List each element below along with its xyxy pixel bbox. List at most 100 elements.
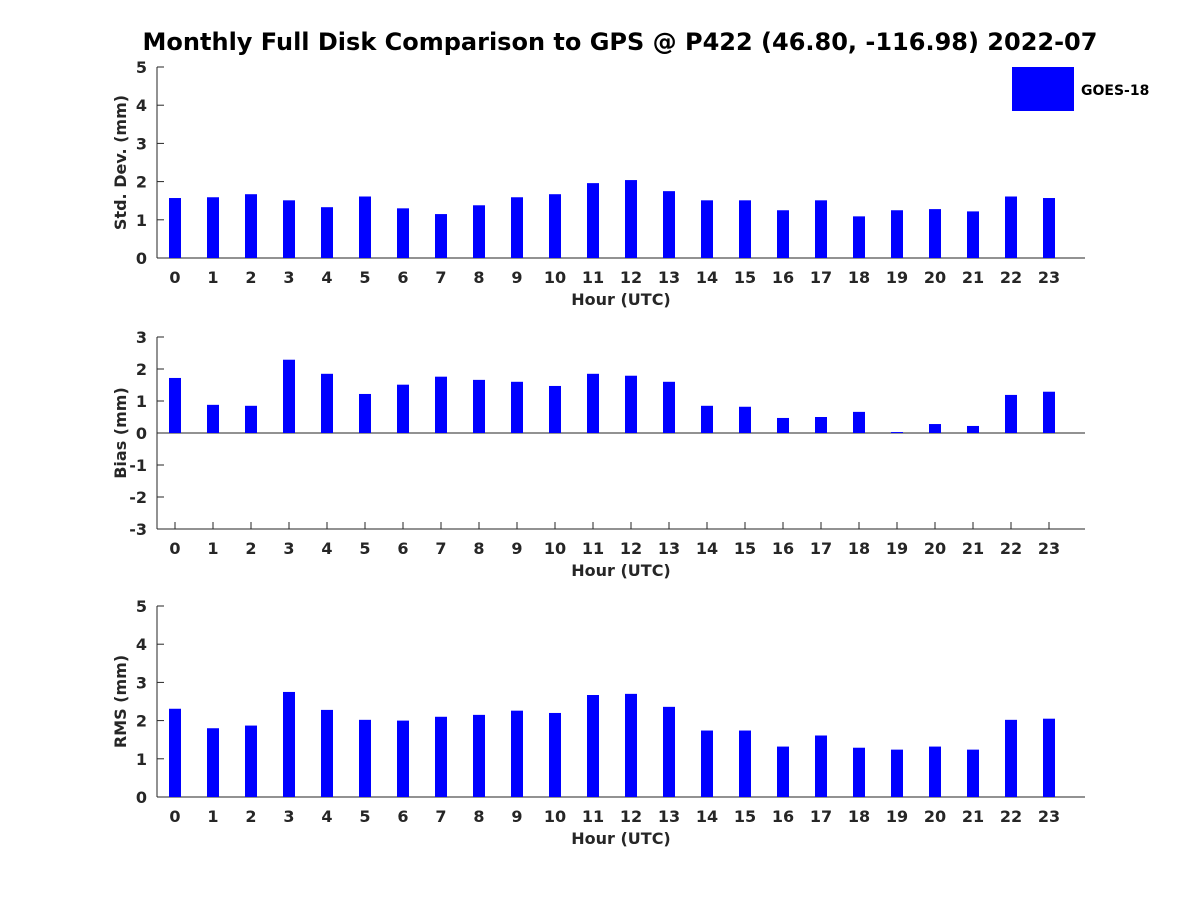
rms-y-tick-label: 2 — [136, 712, 147, 731]
bias-x-tick-label: 2 — [245, 539, 256, 558]
rms-x-tick-label: 17 — [810, 807, 832, 826]
bias-x-tick-label: 12 — [620, 539, 642, 558]
rms-x-tick-label: 12 — [620, 807, 642, 826]
bias-x-tick-label: 20 — [924, 539, 946, 558]
rms-x-tick-label: 0 — [169, 807, 180, 826]
bar-rms-hour-12 — [625, 693, 637, 797]
std-x-tick-label: 4 — [321, 268, 332, 287]
bar-bias-hour-8 — [473, 379, 485, 433]
rms-x-tick-label: 19 — [886, 807, 908, 826]
bias-y-tick-label: -3 — [129, 520, 147, 539]
bar-rms-hour-0 — [169, 708, 181, 797]
bar-rms-hour-7 — [435, 716, 447, 797]
bar-rms-hour-2 — [245, 725, 257, 797]
std-y-tick-label: 5 — [136, 58, 147, 77]
bar-std-hour-11 — [587, 183, 599, 258]
bias-x-tick-label: 10 — [544, 539, 566, 558]
std-x-tick-label: 11 — [582, 268, 604, 287]
bar-std-hour-16 — [777, 210, 789, 258]
bias-x-tick-label: 13 — [658, 539, 680, 558]
bar-rms-hour-23 — [1043, 718, 1055, 797]
rms-x-tick-label: 10 — [544, 807, 566, 826]
bias-x-tick-label: 3 — [283, 539, 294, 558]
bar-std-hour-22 — [1005, 196, 1017, 258]
bar-rms-hour-22 — [1005, 719, 1017, 797]
bar-bias-hour-13 — [663, 381, 675, 433]
bar-bias-hour-6 — [397, 384, 409, 433]
rms-x-tick-label: 11 — [582, 807, 604, 826]
rms-y-tick-label: 0 — [136, 788, 147, 807]
std-x-tick-label: 15 — [734, 268, 756, 287]
std-x-tick-label: 23 — [1038, 268, 1060, 287]
std-x-tick-label: 9 — [511, 268, 522, 287]
rms-x-tick-label: 8 — [473, 807, 484, 826]
bias-x-tick-label: 15 — [734, 539, 756, 558]
rms-y-label: RMS (mm) — [111, 655, 130, 748]
bar-rms-hour-14 — [701, 730, 713, 797]
bar-std-hour-9 — [511, 197, 523, 258]
bias-x-tick-label: 6 — [397, 539, 408, 558]
rms-x-label: Hour (UTC) — [571, 829, 671, 848]
bias-y-tick-label: -2 — [129, 488, 147, 507]
bar-rms-hour-18 — [853, 747, 865, 797]
std-x-tick-label: 0 — [169, 268, 180, 287]
bias-y-tick-label: -1 — [129, 456, 147, 475]
bar-bias-hour-12 — [625, 375, 637, 433]
bias-x-tick-label: 22 — [1000, 539, 1022, 558]
std-x-tick-label: 20 — [924, 268, 946, 287]
bar-bias-hour-21 — [967, 425, 979, 433]
rms-x-tick-label: 23 — [1038, 807, 1060, 826]
bar-rms-hour-3 — [283, 691, 295, 797]
bar-bias-hour-23 — [1043, 391, 1055, 433]
rms-x-tick-label: 15 — [734, 807, 756, 826]
std-x-tick-label: 17 — [810, 268, 832, 287]
std-x-tick-label: 2 — [245, 268, 256, 287]
rms-x-tick-label: 16 — [772, 807, 794, 826]
std-x-tick-label: 5 — [359, 268, 370, 287]
rms-x-tick-label: 22 — [1000, 807, 1022, 826]
bar-bias-hour-22 — [1005, 394, 1017, 433]
bar-rms-hour-16 — [777, 746, 789, 797]
bar-std-hour-14 — [701, 200, 713, 258]
bar-bias-hour-0 — [169, 377, 181, 433]
legend-label: GOES-18 — [1081, 83, 1149, 99]
rms-x-tick-label: 1 — [207, 807, 218, 826]
rms-x-tick-label: 14 — [696, 807, 718, 826]
rms-x-tick-label: 13 — [658, 807, 680, 826]
rms-x-tick-label: 4 — [321, 807, 332, 826]
std-x-label: Hour (UTC) — [571, 290, 671, 309]
bar-rms-hour-15 — [739, 730, 751, 797]
bias-x-tick-label: 16 — [772, 539, 794, 558]
bar-std-hour-15 — [739, 200, 751, 258]
rms-x-tick-label: 6 — [397, 807, 408, 826]
bias-x-tick-label: 5 — [359, 539, 370, 558]
bias-y-label: Bias (mm) — [111, 387, 130, 479]
std-y-tick-label: 3 — [136, 134, 147, 153]
bar-std-hour-3 — [283, 200, 295, 258]
std-x-tick-label: 19 — [886, 268, 908, 287]
bar-std-hour-23 — [1043, 198, 1055, 258]
std-y-tick-label: 0 — [136, 249, 147, 268]
bias-x-tick-label: 21 — [962, 539, 984, 558]
bias-x-label: Hour (UTC) — [571, 561, 671, 580]
bar-std-hour-5 — [359, 196, 371, 258]
bar-rms-hour-4 — [321, 709, 333, 797]
bar-rms-hour-8 — [473, 714, 485, 797]
std-x-tick-label: 21 — [962, 268, 984, 287]
bar-std-hour-2 — [245, 194, 257, 258]
std-x-tick-label: 8 — [473, 268, 484, 287]
bar-bias-hour-16 — [777, 417, 789, 433]
bar-bias-hour-14 — [701, 405, 713, 433]
bar-rms-hour-6 — [397, 720, 409, 797]
chart-title: Monthly Full Disk Comparison to GPS @ P4… — [142, 28, 1098, 56]
bar-bias-hour-18 — [853, 411, 865, 433]
bar-std-hour-13 — [663, 191, 675, 258]
bar-rms-hour-17 — [815, 735, 827, 797]
bar-bias-hour-2 — [245, 405, 257, 433]
rms-x-tick-label: 18 — [848, 807, 870, 826]
rms-x-tick-label: 3 — [283, 807, 294, 826]
bar-std-hour-10 — [549, 194, 561, 258]
std-y-tick-label: 4 — [136, 96, 147, 115]
bar-bias-hour-20 — [929, 424, 941, 433]
rms-y-tick-label: 5 — [136, 597, 147, 616]
